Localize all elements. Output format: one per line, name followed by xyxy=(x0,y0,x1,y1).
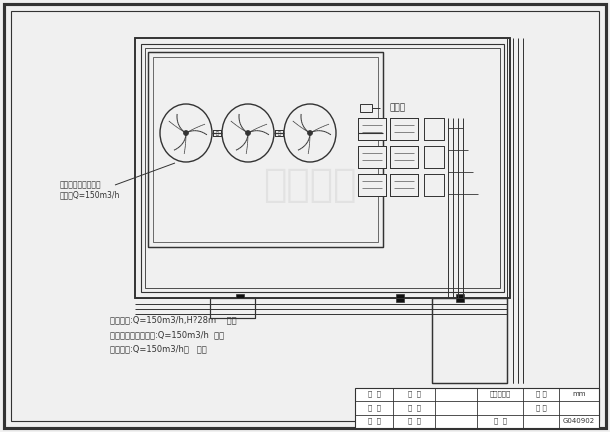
Text: 设  计: 设 计 xyxy=(367,391,381,397)
Text: 标准型玻璃钉冷却塔:Q=150m3/h  三台: 标准型玻璃钉冷却塔:Q=150m3/h 三台 xyxy=(110,330,224,340)
Bar xyxy=(390,174,418,196)
Bar xyxy=(424,118,444,140)
Circle shape xyxy=(307,130,312,136)
Text: 绘  图: 绘 图 xyxy=(367,405,381,411)
Text: 冷却水泵:Q=150m3/h,H?28m    四台: 冷却水泵:Q=150m3/h,H?28m 四台 xyxy=(110,315,237,324)
Bar xyxy=(390,146,418,168)
Text: 单 位: 单 位 xyxy=(536,391,547,397)
Bar xyxy=(135,38,510,298)
Text: 接给水: 接给水 xyxy=(390,104,406,112)
Bar xyxy=(275,130,283,136)
Bar xyxy=(424,146,444,168)
Text: 日  期: 日 期 xyxy=(493,418,506,424)
Bar xyxy=(424,174,444,196)
Bar xyxy=(358,174,386,196)
Text: 水处理仪:Q=150m3/h，   三台: 水处理仪:Q=150m3/h， 三台 xyxy=(110,344,207,353)
Bar xyxy=(456,294,464,302)
Bar xyxy=(145,48,500,288)
Bar xyxy=(148,52,383,247)
Bar xyxy=(153,57,378,242)
Circle shape xyxy=(184,130,188,136)
Text: 进水量Q=150m3/h: 进水量Q=150m3/h xyxy=(60,191,120,200)
Text: 阀: 阀 xyxy=(215,130,218,136)
Bar xyxy=(358,118,386,140)
Bar xyxy=(213,130,221,136)
Bar xyxy=(358,118,386,140)
Bar xyxy=(358,174,386,196)
Text: 审  定: 审 定 xyxy=(407,405,420,411)
Text: 比 例: 比 例 xyxy=(536,405,547,411)
Bar xyxy=(236,294,244,302)
Bar xyxy=(390,118,418,140)
Text: 阀: 阀 xyxy=(278,130,281,136)
Text: mm: mm xyxy=(572,391,586,397)
Bar xyxy=(360,104,372,112)
Circle shape xyxy=(245,130,251,136)
Bar xyxy=(358,146,386,168)
Text: 日  期: 日 期 xyxy=(407,418,420,424)
Bar xyxy=(141,44,504,292)
Bar xyxy=(275,130,283,136)
Bar xyxy=(148,52,383,247)
Text: 屋面平面图: 屋面平面图 xyxy=(489,391,511,397)
Text: 校  对: 校 对 xyxy=(407,391,420,397)
Text: 土木在线: 土木在线 xyxy=(264,166,357,204)
Text: G040902: G040902 xyxy=(563,418,595,424)
Bar xyxy=(210,298,255,318)
Bar xyxy=(210,298,255,318)
Bar xyxy=(432,298,507,383)
Bar xyxy=(390,174,418,196)
Bar xyxy=(424,174,444,196)
Bar xyxy=(390,146,418,168)
Text: 标准型玻璃钉冷却塔: 标准型玻璃钉冷却塔 xyxy=(60,181,102,190)
Bar xyxy=(432,298,507,383)
Bar xyxy=(424,146,444,168)
Bar xyxy=(135,38,510,298)
Bar xyxy=(213,130,221,136)
Text: 审  核: 审 核 xyxy=(367,418,381,424)
Bar xyxy=(390,118,418,140)
Bar xyxy=(424,118,444,140)
Bar xyxy=(358,146,386,168)
Bar xyxy=(355,388,599,428)
Bar xyxy=(396,294,404,302)
